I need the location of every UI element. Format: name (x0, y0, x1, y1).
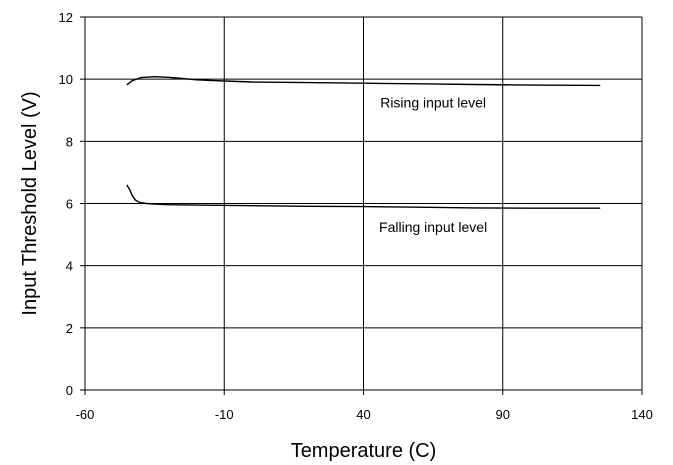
x-tick-label: 90 (496, 407, 510, 422)
y-tick-label: 2 (66, 321, 73, 336)
y-axis-title: Input Threshold Level (V) (19, 91, 41, 315)
annotation-label: Rising input level (380, 94, 486, 110)
annotation-label: Falling input level (379, 219, 487, 235)
x-axis-title: Temperature (C) (291, 440, 437, 462)
series-line-1 (126, 75, 601, 87)
x-tick-label: 40 (356, 407, 370, 422)
series-line-2 (126, 184, 601, 209)
gridlines (85, 16, 643, 390)
data-series (126, 75, 601, 209)
x-tick-label: -10 (215, 407, 234, 422)
y-tick-label: 12 (59, 10, 73, 25)
annotations: Rising input level Falling input level (379, 94, 487, 234)
y-axis-ticks: 0 2 4 6 8 10 12 (59, 10, 85, 398)
y-tick-label: 8 (66, 134, 73, 149)
x-tick-label: -60 (76, 407, 95, 422)
y-tick-label: 0 (66, 383, 73, 398)
plot-area (84, 16, 643, 391)
x-axis-ticks: -60 -10 40 90 140 (76, 390, 653, 422)
y-tick-label: 6 (66, 197, 73, 212)
x-tick-label: 140 (631, 407, 653, 422)
y-tick-label: 10 (59, 72, 73, 87)
y-tick-label: 4 (66, 259, 73, 274)
